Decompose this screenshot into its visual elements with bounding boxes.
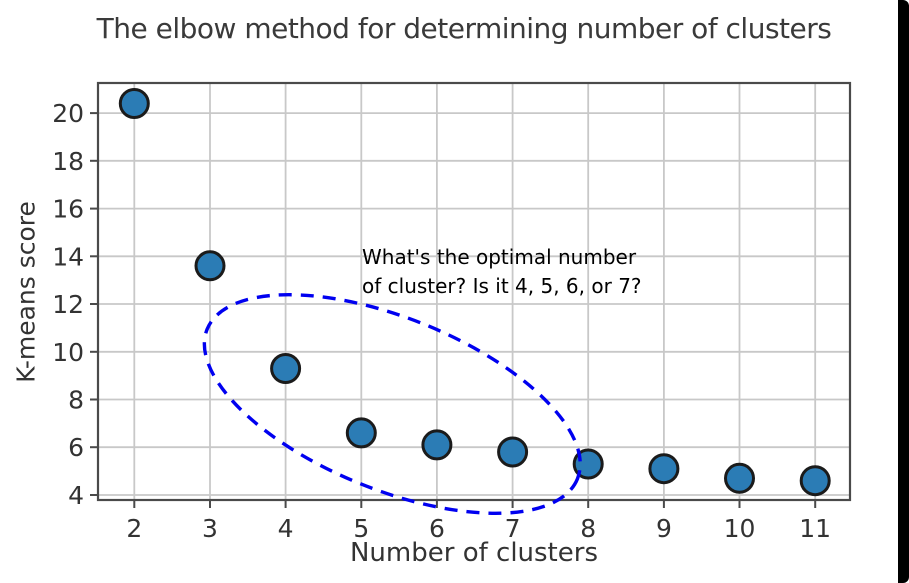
y-tick-label: 18 [52,147,84,176]
data-point [194,250,226,282]
x-tick-label: 5 [353,514,369,543]
data-point [724,462,755,494]
y-tick-label: 14 [52,242,84,271]
x-tick-label: 2 [126,514,142,543]
data-point [345,417,377,449]
x-tick-label: 8 [580,514,596,543]
chart-title: The elbow method for determining number … [96,12,832,45]
data-point [270,353,302,384]
y-tick-label: 16 [52,195,84,224]
y-tick-label: 8 [68,386,84,415]
y-tick-label: 6 [68,433,84,462]
cluster-ellipse [202,293,582,515]
y-axis-label: K-means score [11,201,41,383]
data-point [118,88,150,119]
x-tick-label: 7 [505,514,521,543]
data-point [799,465,831,497]
axes-box [96,81,852,502]
x-tick-label: 10 [724,514,756,543]
annotation-line-2: of cluster? Is it 4, 5, 6, or 7? [362,274,642,298]
annotation-line-1: What's the optimal number [362,245,637,269]
x-tick-label: 9 [656,514,672,543]
y-tick-label: 12 [52,290,84,319]
data-point [421,429,453,461]
data-point [648,453,680,485]
y-tick-label: 10 [52,338,84,367]
x-tick-label: 6 [429,514,445,543]
x-tick-label: 3 [202,514,218,543]
window-right-edge [898,0,909,583]
y-tick-label: 20 [52,99,84,128]
x-tick-label: 11 [799,514,831,543]
x-axis-label: Number of clusters [349,538,598,568]
annotation-text: What's the optimal number of cluster? Is… [362,243,642,301]
x-tick-label: 4 [278,514,294,543]
y-tick-label: 4 [68,481,84,510]
data-point [497,436,529,468]
